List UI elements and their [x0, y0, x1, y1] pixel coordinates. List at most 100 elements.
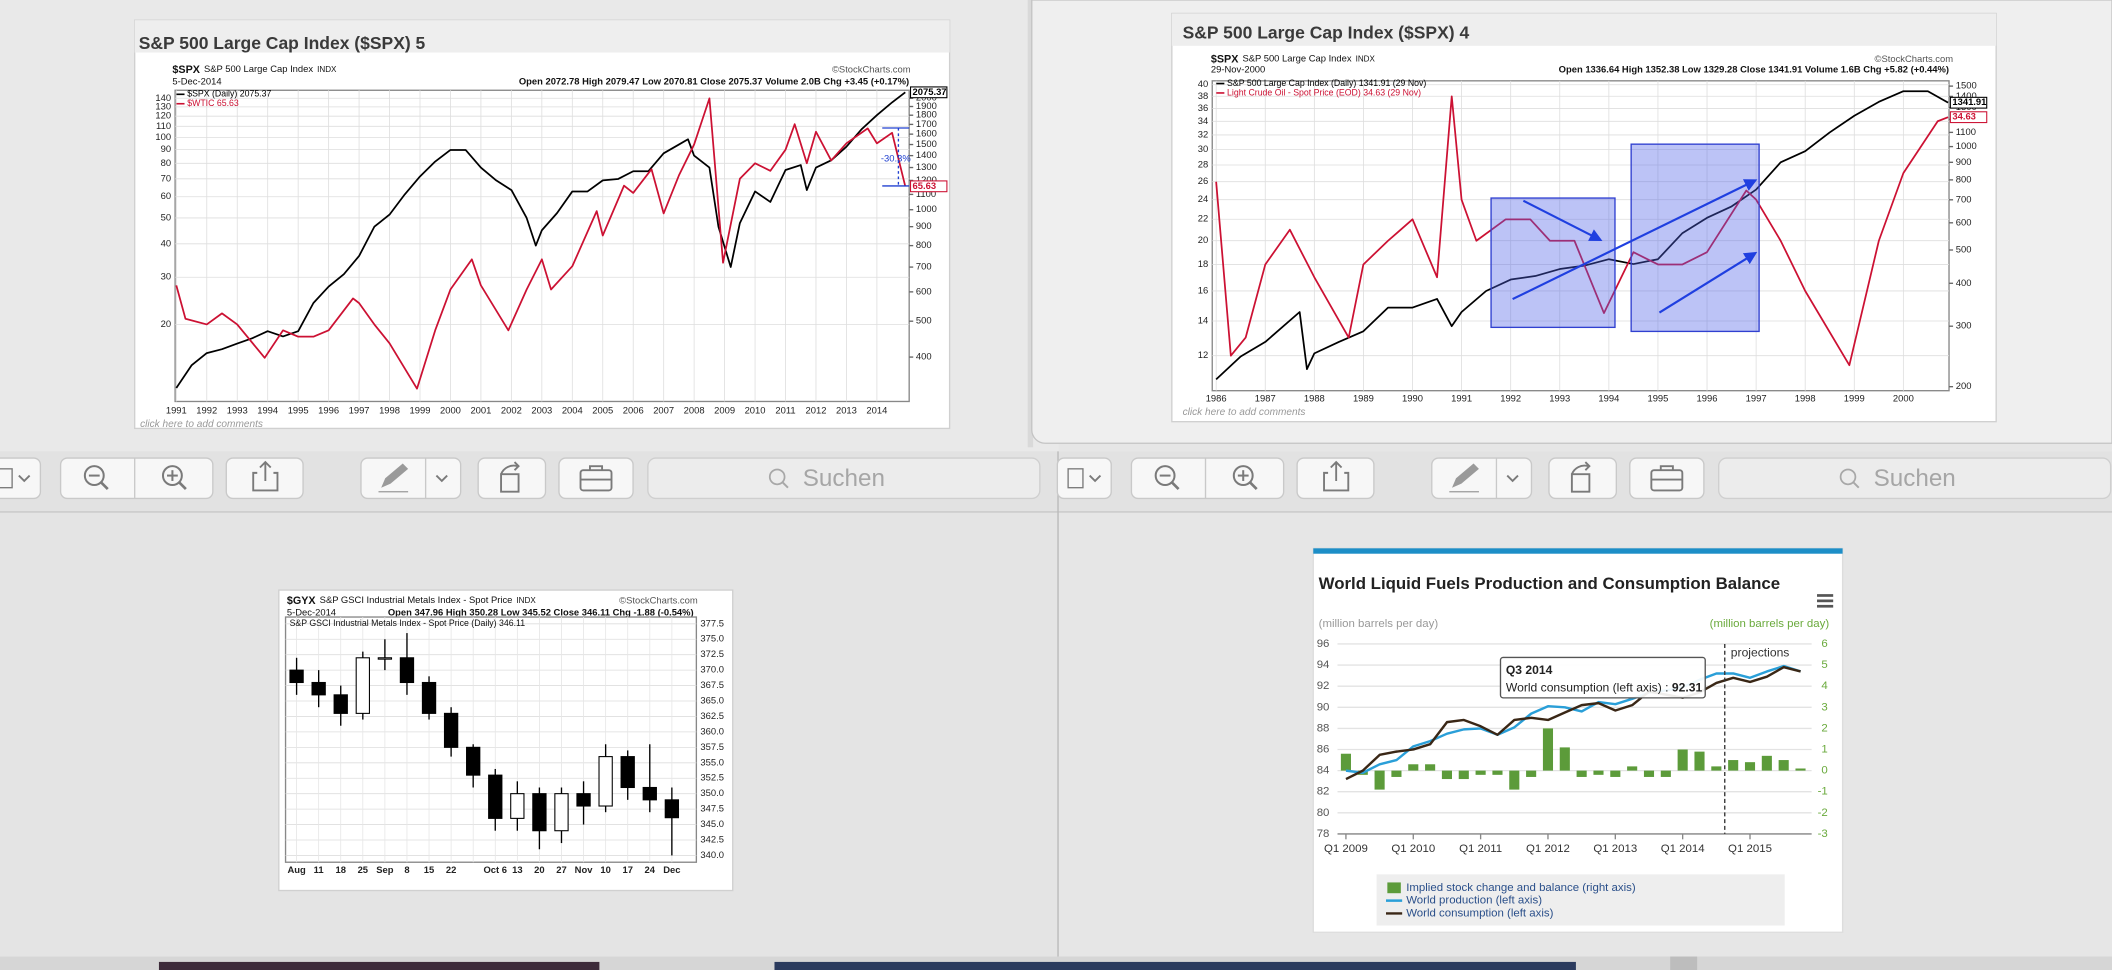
y2-tick-label: 800: [1956, 173, 1972, 184]
y2-tick-label: 1500: [916, 138, 937, 149]
x-tick-label: 2004: [562, 404, 583, 415]
x-tick-label: 22: [446, 864, 456, 875]
bar: [1677, 749, 1688, 771]
y2-tick-label: 600: [916, 285, 932, 296]
bar: [1660, 770, 1671, 777]
x-tick-label: Q1 2012: [1526, 843, 1570, 855]
price-tag: [1949, 111, 1988, 124]
legend-label: World production (left axis): [1406, 895, 1542, 907]
y-tick-label: 20: [161, 318, 171, 329]
top-band: [1313, 548, 1843, 554]
x-tick-label: 2010: [745, 404, 766, 415]
y-tick-label: 86: [1317, 744, 1330, 756]
chart-title: World Liquid Fuels Production and Consum…: [1319, 574, 1780, 593]
x-tick-label: 1994: [1598, 392, 1619, 403]
y-tick-label: 16: [1198, 284, 1208, 295]
search-field[interactable]: Suchen: [803, 465, 885, 492]
y2-tick-label: 400: [916, 351, 932, 362]
credit: ©StockCharts.com: [832, 64, 911, 75]
x-tick-label: 1987: [1255, 392, 1276, 403]
legend-label: Light Crude Oil - Spot Price (EOD) 34.63…: [1227, 87, 1421, 97]
bar: [1458, 770, 1469, 780]
x-tick-label: 1991: [166, 404, 187, 415]
bar: [1795, 768, 1806, 771]
x-tick-label: 2005: [592, 404, 613, 415]
x-tick-label: 1990: [1402, 392, 1423, 403]
x-tick-label: 13: [512, 864, 522, 875]
candle-body: [642, 786, 657, 801]
exchange: INDX: [516, 596, 536, 605]
x-tick-label: Dec: [663, 864, 680, 875]
candle-body: [333, 694, 348, 714]
x-tick-label: 2011: [775, 404, 795, 415]
x-tick-label: Q1 2015: [1728, 843, 1772, 855]
x-tick-label: Q1 2014: [1661, 843, 1706, 855]
y-tick-label: 30: [161, 271, 171, 282]
x-tick-label: 1996: [318, 404, 339, 415]
quote: Open 2072.78 High 2079.47 Low 2070.81 Cl…: [519, 76, 909, 87]
y2-tick-label: 200: [1956, 380, 1972, 391]
y2-tick-label: 1900: [916, 100, 937, 111]
x-tick-label: 25: [358, 864, 368, 875]
x-tick-label: Oct 6: [483, 864, 507, 875]
candle-body: [311, 681, 326, 696]
y-tick-label: 50: [161, 211, 171, 222]
date: 5-Dec-2014: [172, 76, 221, 87]
y-tick-label: 375.0: [700, 633, 724, 644]
y-tick-label: 80: [1317, 807, 1330, 819]
bar: [1408, 764, 1419, 771]
symbol-name: S&P 500 Large Cap Index: [1242, 53, 1351, 64]
tooltip-separator: :: [1665, 681, 1668, 695]
y-tick-label: 130: [155, 100, 171, 111]
x-tick-label: Q1 2010: [1391, 843, 1435, 855]
desktop-thumbnail: [774, 961, 1576, 970]
series-line: [175, 91, 906, 389]
x-tick-label: 1993: [227, 404, 248, 415]
y-tick-label: 18: [1198, 258, 1208, 269]
y2-tick-label: 1400: [1956, 90, 1977, 101]
y2-tick-label: 500: [1956, 243, 1972, 254]
bar: [1744, 762, 1756, 771]
x-tick-label: 2007: [653, 404, 674, 415]
quote: Open 347.96 High 350.28 Low 345.52 Close…: [388, 606, 694, 617]
y-tick-label: 357.5: [700, 741, 724, 752]
symbol-line: $GYX S&P GSCI Industrial Metals Index - S…: [287, 594, 536, 606]
candle-body: [443, 712, 459, 748]
candle-body: [620, 756, 635, 789]
bar: [1542, 728, 1554, 771]
price-tag-label: 2075.37: [913, 86, 947, 97]
y-tick-label: 345.0: [700, 818, 724, 829]
y2-tick-label: 6: [1821, 638, 1827, 650]
y-tick-label: 40: [1198, 78, 1208, 89]
legend-label: S&P 500 Large Cap Index (Daily) 1341.91 …: [1227, 78, 1426, 88]
candle-body: [466, 746, 481, 776]
bar: [1728, 760, 1739, 771]
symbol-line: $SPX S&P 500 Large Cap Index INDX: [172, 64, 337, 76]
bar: [1559, 747, 1570, 771]
y2-tick-label: 1100: [1956, 126, 1976, 137]
x-tick-label: 1997: [349, 404, 370, 415]
x-tick-label: Nov: [575, 864, 594, 875]
y2-tick-label: 400: [1956, 277, 1972, 288]
plot-area: [284, 616, 698, 863]
menu-icon[interactable]: [1817, 594, 1834, 608]
price-tag-label: 65.63: [913, 180, 937, 191]
search-field[interactable]: Suchen: [1874, 465, 1956, 492]
candle-body: [377, 657, 393, 660]
y-tick-label: 40: [161, 237, 171, 248]
bar: [1593, 770, 1604, 775]
bar: [1643, 770, 1655, 777]
y-tick-label: 100: [155, 131, 171, 142]
x-tick-label: 1988: [1304, 392, 1325, 403]
tooltip-value: 92.31: [1672, 681, 1703, 695]
y-tick-label: 24: [1198, 193, 1208, 204]
title-band: [1171, 13, 1997, 46]
tooltip: [1499, 656, 1706, 699]
y-tick-label: 350.0: [700, 787, 724, 798]
annotation: projections: [1731, 646, 1790, 660]
x-tick-label: 17: [622, 864, 632, 875]
arrow: [1522, 199, 1603, 241]
charts: S&P 500 Large Cap Index ($SPX) 5$SPX S&P …: [134, 12, 1997, 933]
candle-body: [399, 657, 415, 684]
